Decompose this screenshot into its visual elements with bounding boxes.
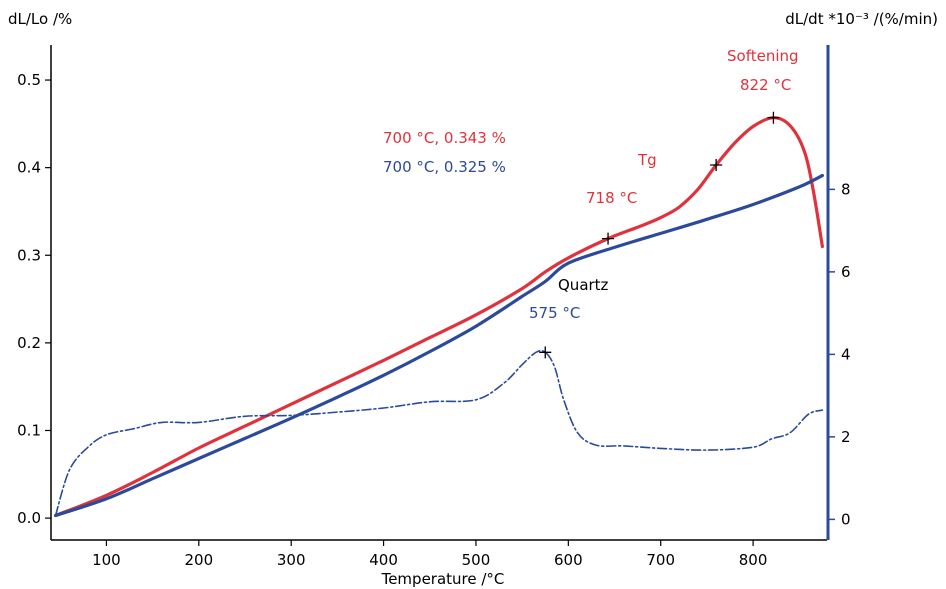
dl-lo-blue-curve	[54, 173, 824, 518]
y-right-tick-label: 2	[841, 428, 851, 446]
x-tick-label: 700	[646, 551, 675, 569]
annotation-blue-point: 700 °C, 0.325 %	[383, 158, 506, 176]
annotation-quartz-label: Quartz	[558, 276, 609, 294]
x-tick-label: 200	[184, 551, 213, 569]
ticks: 100 200 300 400 500 600 700 800 0.0 0.1 0.2 0.3 0.4 0…	[17, 71, 850, 569]
y-axis-right-title: dL/dt *10⁻³ /(%/min)	[785, 10, 938, 28]
y-right-tick-label: 8	[841, 180, 851, 198]
x-tick-label: 300	[277, 551, 306, 569]
crosshair-marker	[767, 111, 780, 124]
axes	[50, 45, 830, 541]
annotation-softening-label: Softening	[727, 47, 799, 65]
y-left-tick-label: 0.2	[17, 334, 41, 352]
series-layer	[54, 116, 824, 518]
crosshair-marker	[710, 159, 723, 172]
dl-lo-red-curve	[54, 116, 824, 518]
annotation-tg-label: Tg	[637, 151, 657, 169]
y-left-tick-label: 0.5	[17, 71, 41, 89]
y-right-tick-label: 4	[841, 345, 851, 363]
y-axis-left-title: dL/Lo /%	[8, 10, 72, 28]
y-left-tick-label: 0.3	[17, 246, 41, 264]
x-tick-label: 400	[369, 551, 398, 569]
annotation-quartz-temp: 575 °C	[529, 304, 580, 322]
marker-layer	[539, 111, 780, 359]
annotation-softening-temp: 822 °C	[740, 76, 791, 94]
y-right-tick-label: 0	[841, 510, 851, 528]
x-axis-title: Temperature /°C	[381, 570, 505, 588]
y-left-tick-label: 0.0	[17, 509, 41, 527]
x-tick-label: 500	[462, 551, 491, 569]
y-left-tick-label: 0.4	[17, 159, 41, 177]
annotation-red-point: 700 °C, 0.343 %	[383, 129, 506, 147]
dl-dt-dashdot-curve	[54, 349, 824, 517]
crosshair-marker	[602, 232, 615, 245]
y-left-tick-label: 0.1	[17, 421, 41, 439]
x-tick-label: 100	[92, 551, 121, 569]
x-tick-label: 800	[739, 551, 768, 569]
x-tick-label: 600	[554, 551, 583, 569]
annotation-tg-temp: 718 °C	[586, 189, 637, 207]
crosshair-marker	[539, 346, 552, 359]
y-right-tick-label: 6	[841, 263, 851, 281]
